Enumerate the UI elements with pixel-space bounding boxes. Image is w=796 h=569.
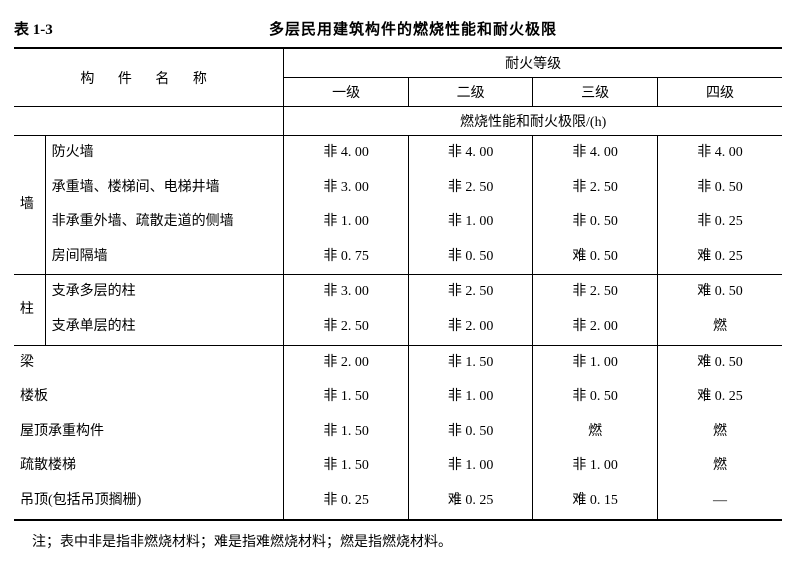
row-name: 支承单层的柱 [45, 310, 284, 345]
cell: 非 2. 50 [408, 171, 533, 206]
cell: 燃 [533, 415, 658, 450]
table-number: 表 1-3 [14, 18, 134, 39]
cell: 非 4. 00 [657, 136, 782, 171]
cell: 非 2. 50 [408, 275, 533, 310]
cell: 非 1. 00 [533, 345, 658, 380]
row-name: 楼板 [14, 380, 284, 415]
cell: 非 1. 00 [533, 449, 658, 484]
cell: 非 1. 50 [284, 380, 409, 415]
row-name: 防火墙 [45, 136, 284, 171]
cell: 非 2. 00 [284, 345, 409, 380]
cell: 非 4. 00 [533, 136, 658, 171]
cell: 非 2. 50 [533, 275, 658, 310]
cell: 燃 [657, 415, 782, 450]
header-fire-rating: 耐火等级 [284, 48, 782, 78]
cell: 非 0. 25 [657, 205, 782, 240]
cell: 燃 [657, 449, 782, 484]
cell: 非 2. 00 [408, 310, 533, 345]
cell: 难 0. 25 [408, 484, 533, 520]
cell: 难 0. 15 [533, 484, 658, 520]
cell: 非 0. 50 [408, 240, 533, 275]
cell: 非 2. 50 [284, 310, 409, 345]
group-label: 柱 [14, 275, 45, 345]
header-subhead: 燃烧性能和耐火极限/(h) [284, 107, 782, 136]
row-name: 梁 [14, 345, 284, 380]
cell: 非 0. 75 [284, 240, 409, 275]
header-grade-2: 二级 [408, 78, 533, 107]
cell: 非 1. 50 [284, 449, 409, 484]
table-title: 多层民用建筑构件的燃烧性能和耐火极限 [134, 18, 782, 39]
table-footnote: 注；表中非是指非燃烧材料；难是指难燃烧材料；燃是指燃烧材料。 [14, 531, 782, 551]
cell: 非 1. 00 [408, 380, 533, 415]
cell: 非 1. 00 [408, 449, 533, 484]
cell: 难 0. 50 [657, 275, 782, 310]
cell: 难 0. 50 [657, 345, 782, 380]
cell: 非 0. 25 [284, 484, 409, 520]
cell: 燃 [657, 310, 782, 345]
group-label: 墙 [14, 136, 45, 275]
cell: 非 2. 00 [533, 310, 658, 345]
cell: 非 2. 50 [533, 171, 658, 206]
cell: 非 1. 50 [408, 345, 533, 380]
cell: 非 0. 50 [533, 205, 658, 240]
header-grade-4: 四级 [657, 78, 782, 107]
cell: 非 0. 50 [533, 380, 658, 415]
row-name: 非承重外墙、疏散走道的侧墙 [45, 205, 284, 240]
cell: 非 0. 50 [657, 171, 782, 206]
cell: 非 0. 50 [408, 415, 533, 450]
row-name: 支承多层的柱 [45, 275, 284, 310]
cell: — [657, 484, 782, 520]
row-name: 房间隔墙 [45, 240, 284, 275]
header-component-name: 构 件 名 称 [14, 48, 284, 107]
cell: 非 4. 00 [284, 136, 409, 171]
fire-rating-table: 构 件 名 称 耐火等级 一级 二级 三级 四级 燃烧性能和耐火极限/(h) 墙… [14, 47, 782, 521]
cell: 非 1. 50 [284, 415, 409, 450]
cell: 难 0. 25 [657, 380, 782, 415]
cell: 非 1. 00 [284, 205, 409, 240]
cell: 难 0. 25 [657, 240, 782, 275]
row-name: 疏散楼梯 [14, 449, 284, 484]
row-name: 承重墙、楼梯间、电梯井墙 [45, 171, 284, 206]
cell: 难 0. 50 [533, 240, 658, 275]
header-grade-3: 三级 [533, 78, 658, 107]
row-name: 屋顶承重构件 [14, 415, 284, 450]
cell: 非 3. 00 [284, 171, 409, 206]
cell: 非 3. 00 [284, 275, 409, 310]
row-name: 吊顶(包括吊顶搁栅) [14, 484, 284, 520]
cell: 非 4. 00 [408, 136, 533, 171]
cell: 非 1. 00 [408, 205, 533, 240]
header-grade-1: 一级 [284, 78, 409, 107]
table-caption: 表 1-3 多层民用建筑构件的燃烧性能和耐火极限 [14, 18, 782, 39]
